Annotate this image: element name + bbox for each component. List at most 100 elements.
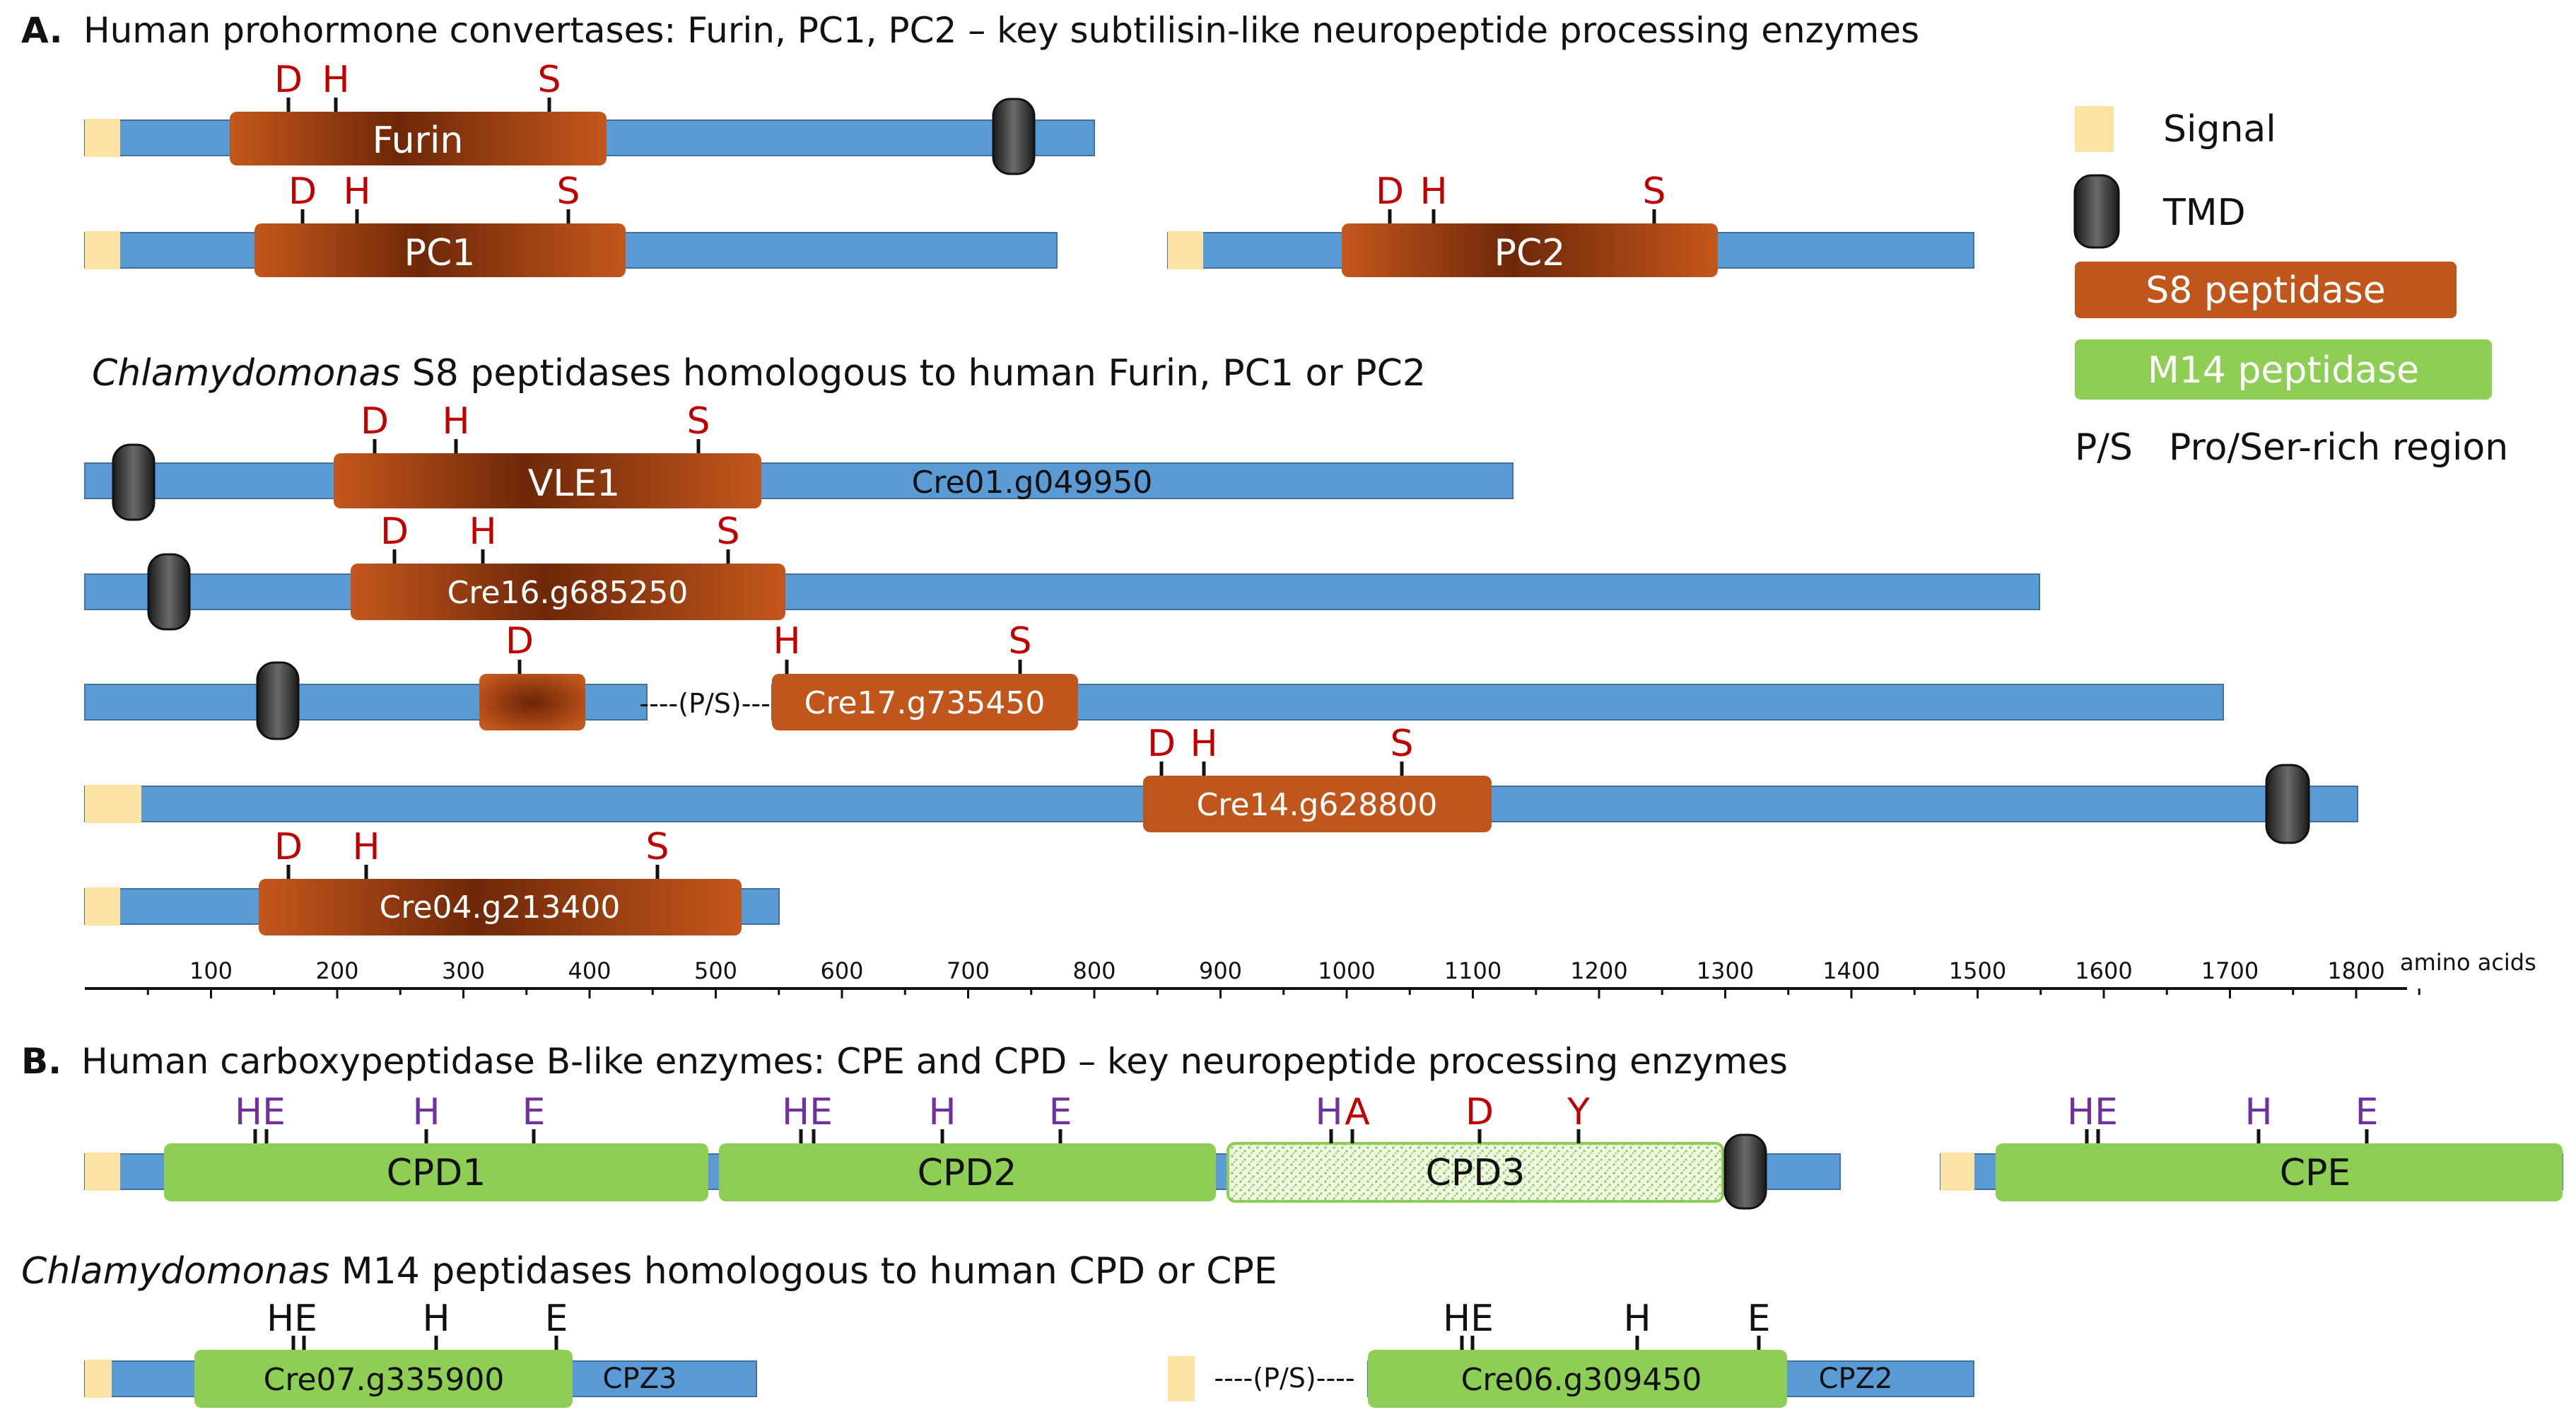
axis-tick-label: 900 (1199, 957, 1242, 984)
cre06-row: ----(P/S)---- Cre06.g309450 CPZ2 HE H E (1168, 1298, 1974, 1408)
cre14-s8-domain (1143, 776, 1492, 832)
residue-h: H (442, 400, 469, 443)
residue-h: H (1623, 1298, 1651, 1340)
residue-he: HE (2067, 1091, 2118, 1133)
vle1-s8-domain (334, 453, 761, 508)
tmd-icon (2073, 174, 2120, 249)
residue-h: H (2244, 1091, 2272, 1133)
cpd3-m14-domain (1226, 1142, 1724, 1203)
residue-h: H (352, 826, 380, 868)
pc2-s8-domain (1342, 223, 1718, 277)
subtitle-rest: S8 peptidases homologous to human Furin,… (400, 352, 1426, 395)
pc1-domain-label: PC1 (404, 232, 476, 274)
residue-e: E (545, 1298, 568, 1340)
residue-e: E (1747, 1298, 1771, 1340)
axis-tick-label: 300 (442, 957, 485, 984)
residue-e: E (2355, 1091, 2379, 1133)
subtitle-rest: M14 peptidases homologous to human CPD o… (329, 1250, 1277, 1293)
legend-s8-label: S8 peptidase (2145, 269, 2385, 312)
residue-e: E (522, 1091, 546, 1133)
axis-tick-label: 1000 (1318, 957, 1375, 984)
cre07-row: Cre07.g335900 CPZ3 HE H E (84, 1298, 757, 1408)
cre04-s8-domain (259, 879, 742, 935)
axis-tick-label: 1400 (1822, 957, 1880, 984)
cre06-cpz-label: CPZ2 (1819, 1363, 1893, 1395)
cre07-m14-domain (194, 1350, 573, 1408)
axis-tick-label: 800 (1072, 957, 1116, 984)
vle1-row: VLE1 Cre01.g049950 D H S (84, 400, 1514, 521)
pc2-signal (1168, 231, 1203, 269)
cre14-domain-label: Cre14.g628800 (1197, 787, 1438, 823)
cre07-domain-label: Cre07.g335900 (264, 1362, 505, 1398)
axis-tick-label: 1600 (2075, 957, 2132, 984)
cpe-domain-label: CPE (2280, 1152, 2351, 1194)
residue-h: H (412, 1091, 440, 1133)
residue-d: D (1376, 170, 1404, 213)
residue-d: D (274, 826, 303, 868)
cpd-row: CPD1 CPD2 CPD3 HE H E HE H E H A D Y (84, 1091, 1841, 1210)
cpe-row: CPE HE H E (1940, 1091, 2563, 1201)
legend-m14-label: M14 peptidase (2148, 349, 2419, 392)
residue-y: Y (1567, 1091, 1590, 1133)
cre17-row: ----(P/S)---- Cre17.g735450 D H S (84, 620, 2224, 740)
cre14-row: Cre14.g628800 D H S (84, 723, 2358, 844)
section-b-label: B. (21, 1041, 62, 1082)
cre04-signal (85, 887, 120, 926)
legend: Signal TMD S8 peptidase M14 peptidase P/… (2073, 106, 2508, 469)
residue-d: D (380, 511, 409, 553)
residue-h: H (773, 620, 800, 663)
axis-tick-label: 1100 (1444, 957, 1501, 984)
cre07-signal (85, 1360, 112, 1398)
residue-he: HE (235, 1091, 286, 1133)
tmd-icon (2265, 764, 2310, 844)
residue-s: S (716, 511, 739, 553)
residue-h: H (343, 170, 370, 213)
furin-signal (85, 119, 120, 157)
scale-axis: amino acids 100 200 300 400 500 600 700 800 900 1… (85, 949, 2536, 998)
axis-tick-label: 1200 (1570, 957, 1627, 984)
section-b-title: Human carboxypeptidase B-like enzymes: C… (81, 1041, 1788, 1082)
axis-tick-label: 400 (568, 957, 611, 984)
residue-h: H (1419, 170, 1447, 213)
section-a-subtitle: Chlamydomonas S8 peptidases homologous t… (92, 352, 1426, 395)
cre04-domain-label: Cre04.g213400 (380, 890, 621, 926)
residue-he: HE (1443, 1298, 1494, 1340)
axis-tick-label: 200 (315, 957, 358, 984)
residue-e: E (1049, 1091, 1072, 1133)
residue-he: HE (782, 1091, 833, 1133)
vle1-backbone (84, 462, 1514, 499)
axis-tick-label: 1300 (1697, 957, 1754, 984)
section-a-label: A. (21, 10, 63, 51)
subtitle-italic: Chlamydomonas (21, 1250, 329, 1293)
residue-a: A (1345, 1091, 1370, 1133)
residue-s: S (1390, 723, 1413, 765)
tmd-icon (147, 553, 191, 631)
residue-d: D (288, 170, 317, 213)
residue-s: S (1642, 170, 1665, 213)
furin-tmd (992, 98, 1036, 175)
tmd-icon (256, 661, 300, 740)
residue-h: H (422, 1298, 450, 1340)
vle1-gene-label: Cre01.g049950 (912, 465, 1153, 501)
pc1-row: PC1 D H S (84, 170, 1058, 277)
residue-s: S (645, 826, 669, 868)
axis-tick-label: 700 (947, 957, 990, 984)
furin-s8-domain (230, 112, 607, 165)
residue-h: H (1190, 723, 1217, 765)
pc1-s8-domain (254, 223, 626, 277)
cre17-s8-fragment (479, 674, 585, 730)
cpd2-m14-domain (719, 1143, 1216, 1201)
cpd1-m14-domain (164, 1143, 708, 1201)
residue-d: D (1465, 1091, 1494, 1133)
cpd3-domain-label: CPD3 (1426, 1152, 1526, 1194)
residue-s: S (537, 59, 561, 101)
cpd2-domain-label: CPD2 (918, 1152, 1017, 1194)
cre06-domain-label: Cre06.g309450 (1461, 1362, 1702, 1398)
furin-row: Furin D H S (84, 59, 1095, 175)
pc1-signal (85, 231, 120, 269)
axis-tick-label: 500 (694, 957, 737, 984)
cre04-row: Cre04.g213400 D H S (84, 826, 780, 935)
residue-s: S (556, 170, 580, 213)
residue-s: S (1008, 620, 1031, 663)
furin-domain-label: Furin (373, 119, 464, 162)
